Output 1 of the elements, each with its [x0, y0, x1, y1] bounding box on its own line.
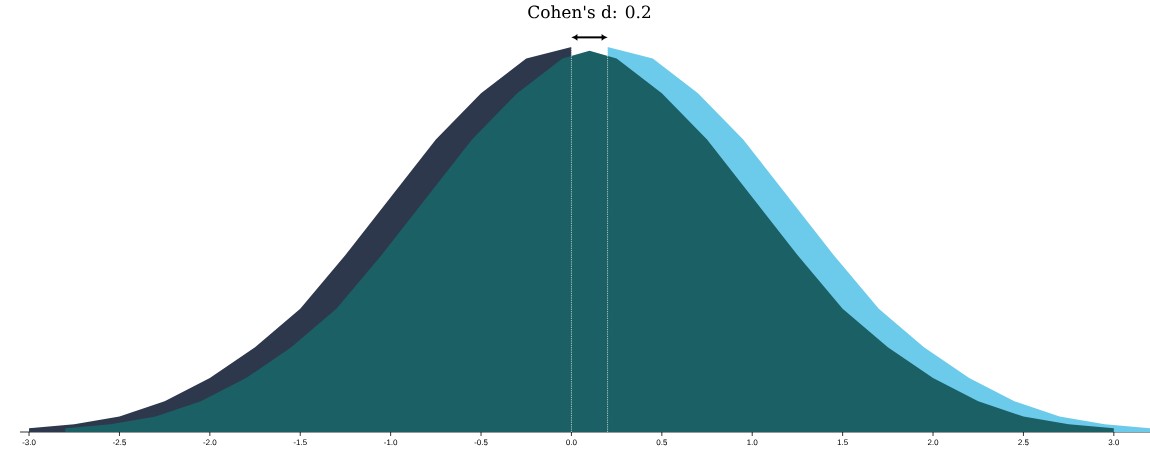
chart-title: Cohen's d: 0.2: [528, 5, 651, 19]
